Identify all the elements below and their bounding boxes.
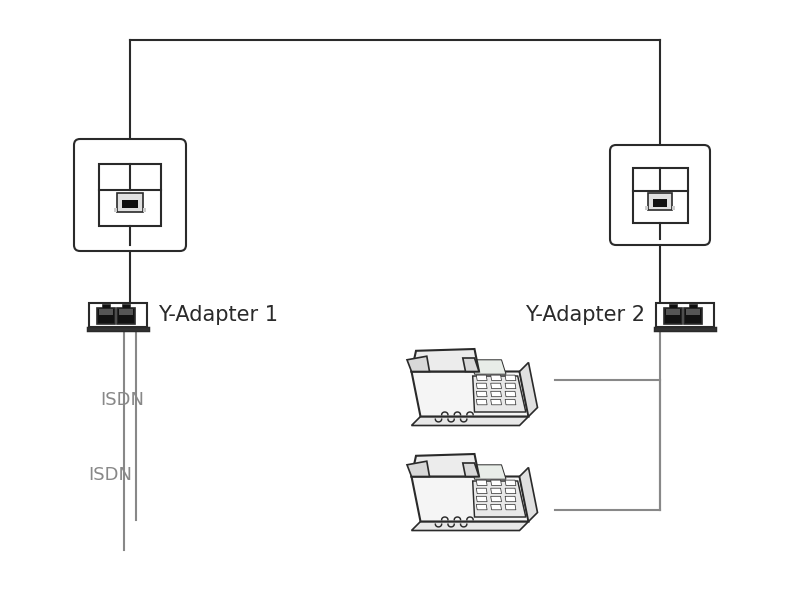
Bar — [117, 193, 143, 212]
Polygon shape — [411, 454, 479, 476]
Bar — [633, 167, 687, 223]
Polygon shape — [505, 391, 516, 397]
Polygon shape — [490, 391, 502, 397]
Bar — [122, 200, 138, 208]
Bar — [689, 304, 697, 308]
Bar — [122, 304, 130, 308]
Bar — [671, 206, 674, 210]
Polygon shape — [407, 461, 430, 476]
Polygon shape — [476, 375, 487, 380]
Polygon shape — [505, 488, 516, 494]
Bar — [664, 308, 682, 324]
Bar — [99, 309, 113, 314]
Bar — [97, 308, 115, 324]
Polygon shape — [476, 496, 487, 502]
Polygon shape — [490, 505, 502, 510]
Bar — [99, 164, 161, 226]
Bar — [653, 199, 667, 206]
Polygon shape — [490, 375, 502, 380]
Polygon shape — [505, 375, 516, 380]
Bar — [666, 309, 680, 314]
Polygon shape — [490, 400, 502, 405]
Polygon shape — [411, 521, 529, 530]
Bar — [114, 208, 117, 212]
Text: Y-Adapter 2: Y-Adapter 2 — [525, 305, 645, 325]
Polygon shape — [411, 349, 479, 371]
Polygon shape — [490, 496, 502, 502]
Bar — [119, 309, 133, 314]
Bar — [686, 309, 700, 314]
Polygon shape — [476, 480, 487, 485]
Polygon shape — [476, 383, 487, 389]
Polygon shape — [519, 362, 538, 416]
Bar — [117, 308, 135, 324]
Polygon shape — [476, 488, 487, 494]
Text: ISDN: ISDN — [88, 466, 132, 484]
Polygon shape — [472, 360, 506, 374]
Polygon shape — [476, 391, 487, 397]
Polygon shape — [411, 416, 529, 425]
Polygon shape — [473, 376, 526, 412]
Polygon shape — [462, 358, 479, 371]
Polygon shape — [505, 496, 516, 502]
Polygon shape — [411, 371, 529, 416]
Bar — [649, 193, 671, 210]
Bar — [669, 304, 677, 308]
Bar — [684, 308, 702, 324]
Bar — [646, 206, 649, 210]
FancyBboxPatch shape — [74, 139, 186, 251]
Polygon shape — [462, 463, 479, 476]
Polygon shape — [519, 467, 538, 521]
Polygon shape — [476, 505, 487, 510]
Text: Y-Adapter 1: Y-Adapter 1 — [158, 305, 278, 325]
Polygon shape — [490, 480, 502, 485]
Bar — [87, 327, 149, 331]
Bar — [89, 303, 147, 327]
Polygon shape — [476, 400, 487, 405]
Polygon shape — [473, 481, 526, 517]
Text: ISDN: ISDN — [100, 391, 144, 409]
Polygon shape — [407, 356, 430, 371]
Polygon shape — [490, 383, 502, 389]
Polygon shape — [505, 400, 516, 405]
Polygon shape — [411, 476, 529, 521]
Bar — [656, 303, 714, 327]
Polygon shape — [472, 465, 506, 479]
Polygon shape — [490, 488, 502, 494]
Bar — [654, 327, 716, 331]
FancyBboxPatch shape — [610, 145, 710, 245]
Bar — [102, 304, 110, 308]
Polygon shape — [505, 505, 516, 510]
Bar — [143, 208, 146, 212]
Polygon shape — [505, 383, 516, 389]
Polygon shape — [505, 480, 516, 485]
